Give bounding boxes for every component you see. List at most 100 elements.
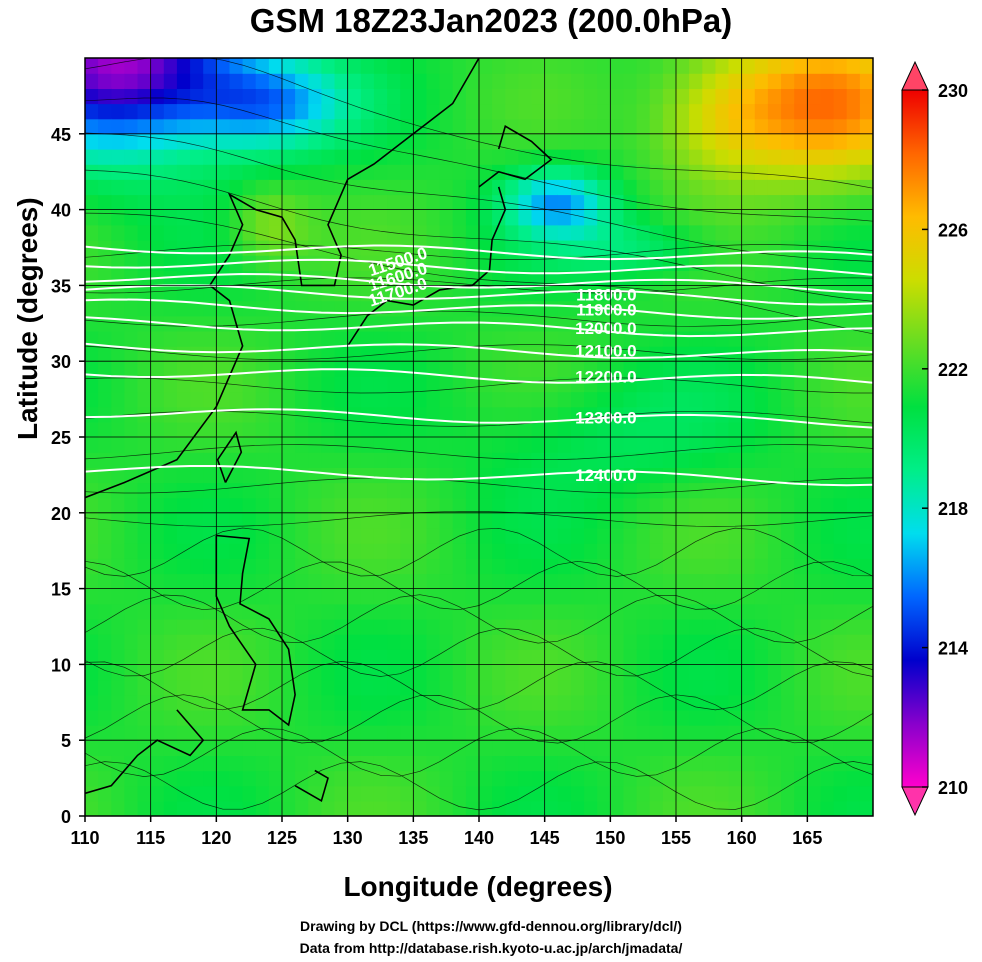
field-cell [413,694,427,711]
field-cell [807,164,821,180]
field-cell [781,452,795,468]
field-cell [334,694,349,711]
field-cell [741,361,756,377]
field-cell [282,149,296,165]
field-cell [807,406,821,423]
field-cell [846,618,861,635]
field-cell [268,224,283,241]
field-cell [150,346,165,362]
field-cell [282,725,296,741]
field-cell [465,770,480,787]
field-cell [636,543,651,559]
field-cell [98,573,112,590]
field-cell [150,194,165,211]
field-cell [807,270,821,286]
field-cell [820,512,835,529]
field-cell [649,270,664,286]
field-cell [636,482,651,499]
field-cell [636,149,651,165]
field-cell [584,800,598,816]
field-cell [282,179,296,196]
field-cell [413,103,427,120]
field-cell [833,103,848,120]
field-cell [741,224,756,241]
field-cell [465,543,480,559]
field-cell [308,558,322,575]
field-cell [334,194,349,211]
field-cell [98,346,112,362]
field-cell [137,437,152,453]
field-cell [781,603,795,620]
field-cell [216,346,230,362]
field-cell [98,164,112,180]
field-cell [570,800,585,816]
field-cell [321,543,336,559]
field-cell [334,224,349,241]
field-cell [255,179,270,196]
field-cell [203,679,217,696]
field-cell [610,149,624,165]
field-cell [426,482,441,499]
field-cell [203,452,217,468]
field-cell [98,588,112,605]
field-cell [150,512,165,529]
field-cell [308,482,322,499]
field-cell [820,330,835,347]
field-cell [452,164,467,180]
field-cell [557,679,572,696]
field-cell [492,785,506,802]
field-cell [85,285,99,302]
field-cell [807,361,821,377]
field-cell [85,149,99,165]
field-cell [203,88,217,105]
field-cell [321,725,336,741]
field-cell [636,467,651,484]
field-cell [373,330,388,347]
field-cell [268,315,283,332]
field-cell [176,270,191,286]
field-cell [846,649,861,665]
field-cell [216,194,230,211]
field-cell [741,452,756,468]
field-cell [820,149,835,165]
field-cell [137,361,152,377]
field-cell [137,149,152,165]
field-cell [820,497,835,514]
field-cell [163,118,178,135]
field-cell [111,118,125,135]
field-cell [334,285,349,302]
field-cell [505,285,519,302]
field-cell [137,194,152,211]
field-cell [715,588,730,605]
field-cell [98,224,112,241]
field-cell [347,603,362,620]
field-cell [426,194,441,211]
field-cell [531,800,546,816]
field-cell [373,391,388,408]
field-cell [859,785,873,802]
field-cell [321,679,336,696]
field-cell [767,755,782,772]
field-cell [242,88,257,105]
field-cell [465,376,480,393]
field-cell [439,603,454,620]
field-cell [282,103,296,120]
field-cell [203,330,217,347]
field-cell [295,573,309,590]
field-cell [176,179,191,196]
field-cell [400,346,414,362]
field-cell [623,255,638,271]
field-cell [229,603,244,620]
field-cell [229,103,244,120]
field-cell [426,209,441,226]
field-cell [649,694,664,711]
field-cell [229,528,244,544]
x-tick-label: 145 [530,828,560,848]
field-cell [479,497,493,514]
field-cell [846,437,861,453]
field-cell [347,330,362,347]
field-cell [308,694,322,711]
field-cell [741,300,756,317]
field-cell [623,239,638,256]
field-cell [124,224,139,241]
